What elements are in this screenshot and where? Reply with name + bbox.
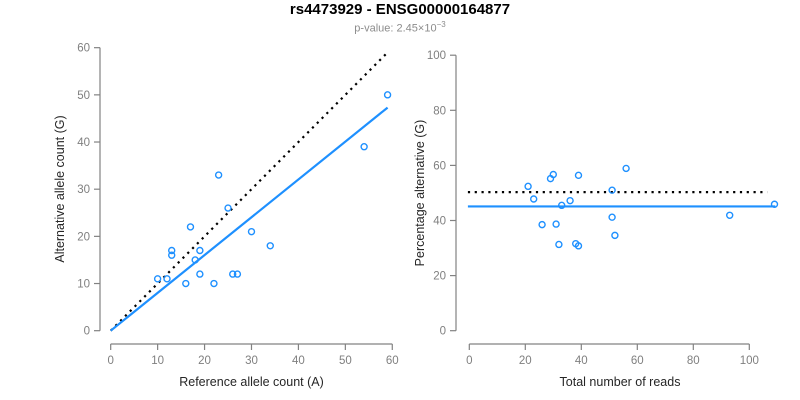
data-point — [153, 275, 162, 283]
x-tick-label: 20 — [519, 355, 532, 367]
y-tick-label: 80 — [433, 105, 446, 117]
data-point — [360, 143, 368, 151]
data-point — [608, 186, 616, 194]
data-point — [196, 270, 204, 278]
data-point — [383, 91, 392, 99]
data-point — [224, 204, 232, 212]
data-point — [214, 171, 223, 179]
x-axis-title: Reference allele count (A) — [179, 375, 324, 389]
data-point — [770, 200, 779, 208]
y-axis-title: Percentage alternative (G) — [413, 120, 427, 267]
data-point — [182, 279, 190, 288]
x-tick-label: 0 — [466, 355, 472, 367]
data-point — [566, 196, 574, 205]
data-point — [196, 246, 204, 255]
data-point — [608, 213, 616, 221]
data-point — [524, 182, 532, 191]
figure-title: rs4473929 - ENSG00000164877 — [289, 1, 511, 18]
data-point — [622, 164, 630, 173]
x-tick-label: 60 — [386, 355, 399, 367]
data-point — [247, 227, 256, 236]
data-point — [552, 220, 560, 228]
y-tick-label: 50 — [77, 90, 90, 102]
figure-subtitle: p-value: 2.45×10−3 — [0, 20, 800, 35]
data-point — [168, 246, 176, 255]
x-tick-label: 60 — [631, 355, 644, 367]
x-tick-label: 0 — [107, 355, 113, 367]
y-tick-label: 100 — [427, 50, 446, 62]
y-tick-label: 40 — [77, 137, 90, 149]
data-point — [191, 256, 199, 264]
data-point — [168, 251, 176, 259]
data-point — [611, 231, 619, 240]
y-tick-label: 30 — [77, 184, 90, 196]
x-tick-label: 100 — [740, 355, 759, 367]
y-tick-label: 60 — [433, 160, 446, 172]
p-value-text: p-value: 2.45×10 — [354, 22, 437, 35]
regression-line — [110, 106, 389, 332]
x-tick-label: 40 — [575, 355, 588, 367]
y-tick-label: 0 — [84, 326, 90, 338]
y-tick-label: 20 — [77, 231, 90, 243]
data-point — [186, 223, 195, 231]
y-tick-label: 60 — [77, 43, 90, 55]
y-tick-label: 40 — [433, 216, 446, 228]
y-axis-title: Alternative allele count (G) — [53, 115, 67, 262]
data-point — [163, 275, 171, 283]
data-point — [726, 211, 734, 219]
y-tick-label: 10 — [77, 279, 90, 291]
data-point — [266, 242, 274, 250]
data-point — [530, 195, 538, 203]
data-point — [549, 170, 557, 179]
x-tick-label: 30 — [245, 355, 258, 367]
x-axis-title: Total number of reads — [560, 375, 681, 389]
x-tick-label: 50 — [339, 355, 352, 367]
x-tick-label: 80 — [687, 355, 700, 367]
identity-line — [109, 53, 387, 332]
data-point — [558, 201, 566, 210]
x-tick-label: 20 — [198, 355, 211, 367]
data-point — [210, 279, 218, 288]
data-point — [555, 240, 563, 249]
data-point — [574, 242, 583, 250]
data-point — [538, 220, 546, 229]
data-point — [574, 171, 583, 180]
x-tick-label: 10 — [151, 355, 164, 367]
data-point — [229, 270, 237, 278]
x-tick-label: 40 — [292, 355, 305, 367]
p-value-exponent: −3 — [436, 20, 446, 29]
y-tick-label: 20 — [433, 271, 446, 283]
data-point — [233, 270, 242, 278]
y-tick-label: 0 — [440, 326, 446, 338]
